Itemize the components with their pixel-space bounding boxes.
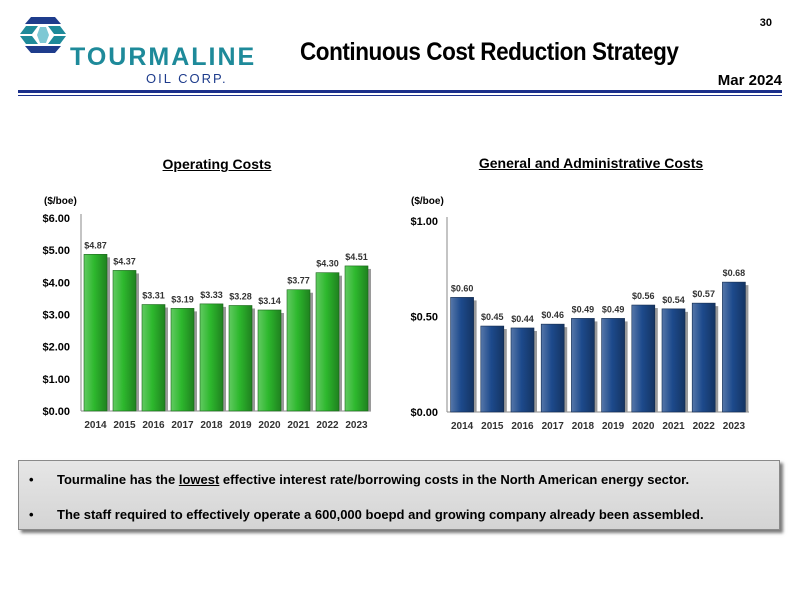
bar-data-label: $3.31 <box>142 291 165 301</box>
x-tick-label: 2022 <box>693 421 716 432</box>
bar <box>661 308 686 413</box>
y-tick-label: $6.00 <box>42 213 70 225</box>
x-tick-label: 2018 <box>572 421 595 432</box>
x-tick-label: 2020 <box>258 420 281 431</box>
x-tick-label: 2022 <box>316 420 339 431</box>
bar <box>344 265 369 412</box>
header-rule-thin <box>18 95 782 96</box>
x-tick-label: 2014 <box>84 420 107 431</box>
bar <box>199 303 224 412</box>
x-tick-label: 2019 <box>229 420 252 431</box>
x-tick-label: 2017 <box>171 420 194 431</box>
bar-data-label: $0.45 <box>481 312 504 322</box>
y-axis-label: ($/boe) <box>44 196 77 207</box>
y-tick-label: $2.00 <box>42 342 70 354</box>
bullet-marker: • <box>29 472 34 487</box>
bar-data-label: $3.33 <box>200 290 223 300</box>
bar-data-label: $0.57 <box>692 289 715 299</box>
bar-data-label: $4.37 <box>113 256 136 266</box>
bar-data-label: $3.77 <box>287 276 310 286</box>
bar-data-label: $0.68 <box>723 268 746 278</box>
bar-data-label: $4.87 <box>84 240 107 250</box>
bar <box>510 327 535 413</box>
bar-data-label: $4.51 <box>345 252 368 262</box>
bullet-emphasis: lowest <box>178 472 220 487</box>
bar-data-label: $0.60 <box>451 283 474 293</box>
x-tick-label: 2019 <box>602 421 625 432</box>
x-tick-label: 2021 <box>287 420 310 431</box>
bar <box>257 309 282 412</box>
page-number: 30 <box>759 17 772 29</box>
y-tick-label: $4.00 <box>42 277 70 289</box>
bar <box>286 289 311 412</box>
bar <box>480 325 505 413</box>
page-title: Continuous Cost Reduction Strategy <box>300 38 679 66</box>
bar <box>691 302 716 413</box>
x-tick-label: 2020 <box>632 421 655 432</box>
company-logo: TOURMALINE OIL CORP. <box>18 14 254 86</box>
bullet-item: • The staff required to effectively opera… <box>29 507 769 522</box>
bar <box>315 272 340 412</box>
x-tick-label: 2015 <box>481 421 504 432</box>
y-tick-label: $1.00 <box>410 216 438 228</box>
bar <box>571 318 595 413</box>
y-tick-label: $5.00 <box>42 245 70 257</box>
x-tick-label: 2023 <box>345 420 368 431</box>
ga-costs-title: General and Administrative Costs <box>478 155 704 171</box>
key-points-box: • Tourmaline has the lowest effective int… <box>18 460 780 530</box>
bar <box>631 304 656 413</box>
x-tick-label: 2016 <box>142 420 165 431</box>
bar-data-label: $0.49 <box>602 304 625 314</box>
x-tick-label: 2018 <box>200 420 223 431</box>
logo-subtitle: OIL CORP. <box>146 71 228 86</box>
y-tick-label: $0.50 <box>410 312 438 324</box>
x-tick-label: 2023 <box>723 421 746 432</box>
y-tick-label: $0.00 <box>42 406 70 418</box>
bar-data-label: $3.19 <box>171 294 194 304</box>
bar <box>722 281 746 413</box>
y-axis-label: ($/boe) <box>411 196 444 207</box>
bar-data-label: $4.30 <box>316 259 339 269</box>
header-rule-thick <box>18 90 782 93</box>
bar-data-label: $3.28 <box>229 291 252 301</box>
bar <box>601 318 625 413</box>
bar <box>141 304 166 412</box>
y-tick-label: $0.00 <box>410 407 438 419</box>
logo-wordmark: TOURMALINE <box>70 43 257 71</box>
bar <box>112 270 137 412</box>
bar <box>450 297 474 413</box>
x-tick-label: 2015 <box>113 420 136 431</box>
tourmaline-gem-icon <box>20 17 66 53</box>
page-date: Mar 2024 <box>717 72 782 89</box>
bar-data-label: $3.14 <box>258 296 281 306</box>
y-tick-label: $1.00 <box>42 374 70 386</box>
x-tick-label: 2021 <box>662 421 685 432</box>
bar <box>228 305 253 412</box>
bar-data-label: $0.49 <box>572 304 595 314</box>
bullet-item: • Tourmaline has the lowest effective int… <box>29 472 769 487</box>
bar-data-label: $0.56 <box>632 291 655 301</box>
bullet-text-start: Tourmaline has the <box>57 472 179 487</box>
bar-data-label: $0.54 <box>662 295 685 305</box>
x-tick-label: 2016 <box>511 421 534 432</box>
bar <box>540 323 565 413</box>
bullet-marker: • <box>29 507 34 522</box>
x-tick-label: 2017 <box>542 421 565 432</box>
y-tick-label: $3.00 <box>42 310 70 322</box>
bar-data-label: $0.46 <box>541 310 564 320</box>
bar-data-label: $0.44 <box>511 314 534 324</box>
bullet-text: The staff required to effectively operat… <box>57 507 704 522</box>
bullet-text-end: effective interest rate/borrowing costs … <box>219 472 690 487</box>
x-tick-label: 2014 <box>451 421 474 432</box>
bar <box>170 308 195 412</box>
bar <box>83 254 108 412</box>
operating-costs-title: Operating Costs <box>162 156 272 172</box>
